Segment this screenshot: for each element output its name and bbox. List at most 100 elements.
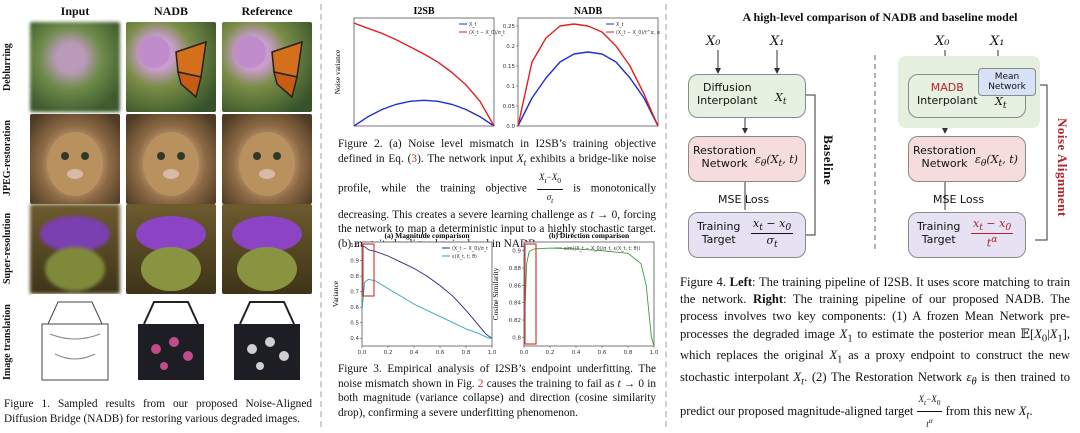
row-label-jpeg: JPEG-restoration: [2, 120, 13, 196]
highlight-box: [524, 243, 537, 345]
y-tick-label: 0.8: [512, 335, 521, 341]
x-tick-label: 0.0: [358, 350, 367, 356]
x-tick-label: 1.0: [488, 350, 497, 356]
x-tick-label: 0.8: [624, 350, 633, 356]
y-tick-label: 0.8: [350, 274, 359, 280]
plot-frame: [361, 241, 493, 347]
series-line-1: [517, 23, 659, 127]
box-training-target-right: Training Target xt − x0 tα: [908, 212, 1026, 258]
butterfly-shape: [234, 36, 303, 99]
box-training-target-right-math: xt − x0 tα: [971, 217, 1014, 250]
image-jpeg-reference: [222, 114, 312, 204]
mse-loss-left: MSE Loss: [718, 193, 770, 206]
legend-label: (X_t − X_0)/σ_t: [469, 30, 505, 36]
x-tick-label: 0.8: [462, 350, 471, 356]
box-restoration-network-left: Restoration Network εθ(Xt, t): [688, 136, 806, 182]
chart-i2sb: I2SB Noise variance X_t (X_t − X_0)/σ_t: [333, 6, 505, 127]
box-restoration-network-right: Restoration Network εθ(Xt, t): [908, 136, 1026, 182]
image-sr-reference: [222, 204, 312, 294]
box-training-target-right-label: Training Target: [917, 220, 961, 246]
column-divider: [665, 4, 667, 427]
chart-title: I2SB: [413, 6, 434, 17]
y-axis-label: Cosine Similarity: [491, 267, 500, 320]
bag-black: [138, 301, 204, 380]
col-header-reference: Reference: [241, 4, 293, 18]
y-tick-label: 0.84: [509, 301, 522, 307]
image-deblur-nadb: [126, 22, 216, 112]
legend-label: sim((X_t − X_0)/σ_t, ε(X_t, t; θ)): [564, 246, 640, 252]
madb-label: MADB: [930, 81, 964, 94]
image-jpeg-input: [30, 114, 120, 204]
chart-title: NADB: [574, 6, 603, 17]
legend-label: (X_t − X_0)/t^α, α = 0.4: [616, 30, 660, 36]
y-tick-label: 0.5: [350, 321, 359, 327]
chart-title: (b) Direction comparison: [549, 231, 630, 240]
image-deblur-input: [30, 22, 120, 112]
x-tick-label: 0.4: [572, 350, 581, 356]
image-translation-input: [30, 294, 120, 384]
x0-label-right: X₀: [935, 34, 950, 49]
y-tick-label: 0.86: [509, 283, 522, 289]
box-diffusion-interpolant-math: Xt: [775, 91, 787, 108]
chart-title: (a) Magnitude comparison: [385, 231, 471, 240]
plot-frame: [517, 17, 659, 127]
box-madb-interpolant: MADB Interpolant Xt: [908, 74, 1026, 118]
figure-3-caption: Figure 3. Empirical analysis of I2SB’s e…: [338, 363, 656, 419]
figure-2-caption: Figure 2. (a) Noise level mismatch in I2…: [338, 138, 656, 250]
y-tick-label: 0.6: [350, 305, 359, 311]
series-line-0: [517, 51, 659, 127]
y-axis-label: Noise variance: [333, 49, 342, 94]
box-diffusion-interpolant: Diffusion Interpolant Xt: [688, 74, 806, 118]
plot-frame: [353, 17, 495, 127]
image-sr-nadb: [126, 204, 216, 294]
y-tick-label: 0.7: [350, 290, 359, 296]
box-restoration-network-right-math: εθ(Xt, t): [975, 153, 1018, 170]
x-tick-label: 0.0: [520, 350, 529, 356]
box-mean-network: Mean Network: [978, 68, 1036, 96]
figure-2-charts: I2SB Noise variance X_t (X_t − X_0)/σ_t NAD…: [333, 6, 660, 130]
artichoke-shape: [232, 216, 302, 291]
y-tick-label: 0.9: [512, 249, 521, 255]
series-line-0: [353, 99, 495, 127]
y-tick-label: 1.0: [350, 243, 359, 249]
cougar-face: [143, 132, 199, 196]
label-noise-alignment: Noise Alignment: [1055, 118, 1070, 217]
legend-label: X_t: [469, 22, 477, 28]
col-header-input: Input: [60, 4, 90, 18]
box-restoration-network-left-math: εθ(Xt, t): [755, 153, 798, 170]
artichoke-shape: [136, 216, 206, 291]
label-baseline: Baseline: [821, 135, 836, 186]
bag-sketch: [41, 301, 109, 381]
col-header-nadb: NADB: [153, 4, 188, 18]
x1-label-left: X₁: [770, 34, 785, 49]
x0-label-left: X₀: [706, 34, 721, 49]
cougar-face: [239, 132, 295, 196]
box-madb-interpolant-label: MADB Interpolant: [917, 81, 978, 107]
box-training-target-left-math: xt − x0 σt: [751, 217, 794, 251]
y-tick-label: 0.25: [503, 24, 516, 30]
mse-loss-right: MSE Loss: [933, 193, 985, 206]
y-tick-label: 0.1: [506, 84, 515, 90]
x-tick-label: 0.2: [546, 350, 555, 356]
box-restoration-network-left-label: Restoration Network: [693, 144, 757, 170]
figure-3-charts: (a) Magnitude comparison Variance 0.0 0.2 0.…: [331, 231, 659, 356]
x-tick-label: 0.6: [598, 350, 607, 356]
row-label-deblurring: Deblurring: [2, 43, 13, 91]
image-sr-input: [30, 204, 120, 294]
y-tick-label: 0.2: [506, 44, 515, 50]
box-training-target-left-label: Training Target: [697, 220, 741, 246]
figure-4-caption: Figure 4. Left: The training pipeline of…: [680, 275, 1071, 429]
x1-label-right: X₁: [990, 34, 1005, 49]
x-tick-label: 0.6: [436, 350, 445, 356]
interpolant-label: Interpolant: [917, 94, 978, 107]
series-line-0: [523, 247, 655, 347]
image-translation-nadb: [126, 294, 216, 384]
row-label-image-translation: Image translation: [2, 304, 13, 380]
box-training-target-left: Training Target xt − x0 σt: [688, 212, 806, 258]
artichoke-shape: [40, 216, 110, 291]
y-tick-label: 0.4: [350, 336, 359, 342]
bag-black: [234, 301, 300, 380]
series-line-0: [361, 244, 493, 339]
plot-frame: [523, 241, 655, 347]
figure-1-caption: Figure 1. Sampled results from our propo…: [4, 398, 312, 425]
